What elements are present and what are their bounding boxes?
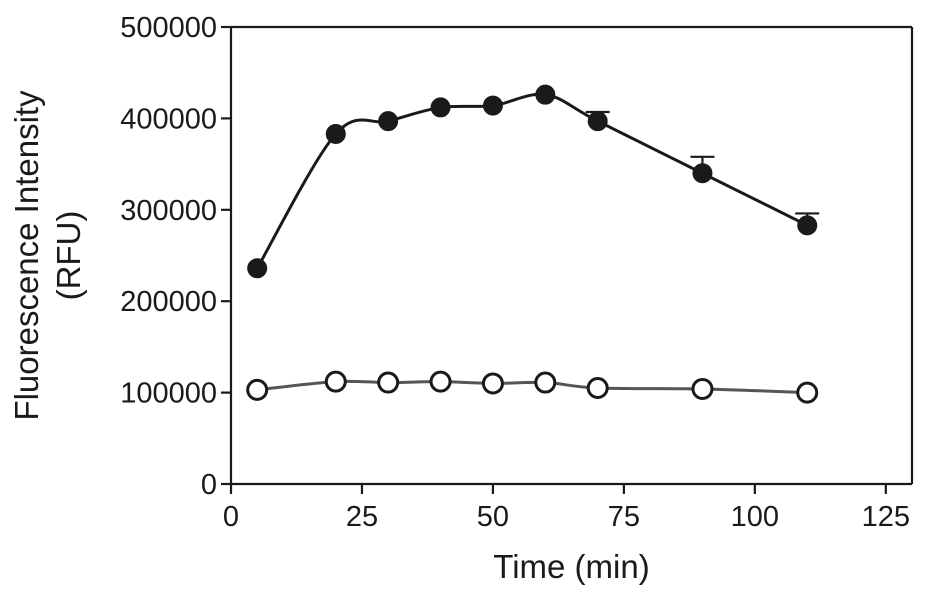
data-point xyxy=(534,371,557,394)
data-point xyxy=(587,111,608,132)
series-2 xyxy=(246,370,819,404)
series-line xyxy=(255,92,809,270)
data-point xyxy=(246,378,269,401)
y-tick-label: 300000 xyxy=(120,195,217,227)
y-tick-label: 400000 xyxy=(120,103,217,135)
data-point xyxy=(429,370,452,393)
y-tick-label: 100000 xyxy=(120,378,217,410)
data-point xyxy=(796,381,819,404)
data-point xyxy=(481,372,504,395)
data-point xyxy=(586,377,609,400)
data-point xyxy=(378,111,399,132)
y-tick-label: 500000 xyxy=(120,12,217,44)
data-point xyxy=(247,258,268,279)
data-point xyxy=(377,371,400,394)
series-1 xyxy=(247,84,820,279)
data-point xyxy=(797,215,818,236)
x-tick-label: 125 xyxy=(862,501,910,533)
y-axis-title-line-1: Fluorescence Intensity xyxy=(8,90,45,421)
y-tick-label: 200000 xyxy=(120,286,217,318)
x-axis-title: Time (min) xyxy=(493,548,649,585)
data-point xyxy=(691,377,714,400)
x-tick-label: 75 xyxy=(608,501,640,533)
data-point xyxy=(482,95,503,116)
series-layer xyxy=(246,84,820,404)
data-point xyxy=(430,97,451,118)
x-tick-label: 100 xyxy=(731,501,779,533)
x-tick-label: 50 xyxy=(477,501,509,533)
y-tick-label: 0 xyxy=(201,469,217,501)
data-point xyxy=(692,163,713,184)
ticks: 0 100000 200000 300000 400000 500000 0 25 50 75 10… xyxy=(120,12,910,533)
data-point xyxy=(325,123,346,144)
data-point xyxy=(324,370,347,393)
data-point xyxy=(535,84,556,105)
y-axis-title-line-2: (RFU) xyxy=(50,211,87,301)
x-tick-label: 0 xyxy=(223,501,239,533)
x-tick-label: 25 xyxy=(346,501,378,533)
axes xyxy=(229,25,914,486)
